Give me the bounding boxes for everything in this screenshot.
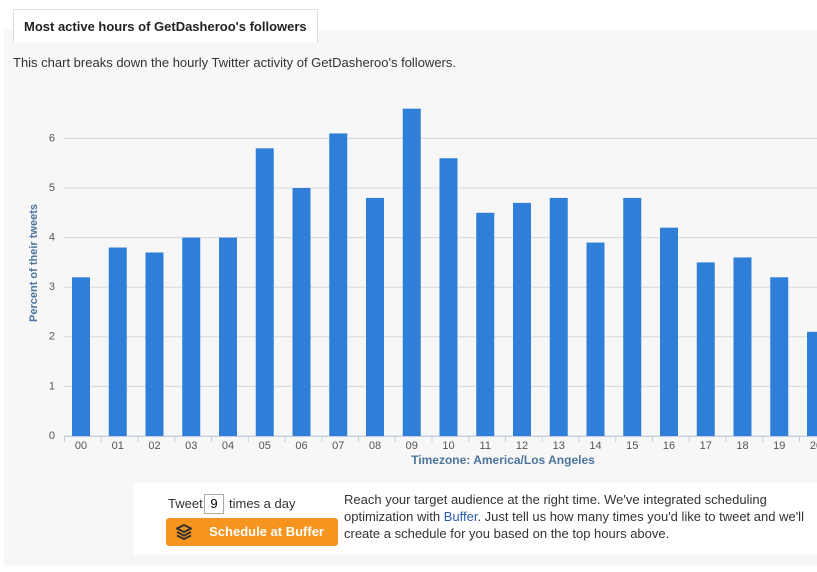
bar xyxy=(292,188,311,436)
y-axis-label: Percent of their tweets xyxy=(28,204,40,322)
x-tick-label: 17 xyxy=(700,440,712,452)
x-tick-label: 19 xyxy=(773,440,785,452)
bar xyxy=(696,262,715,436)
bar xyxy=(623,197,642,436)
x-tick-label: 03 xyxy=(185,440,197,452)
bar xyxy=(145,252,164,436)
y-tick-label: 0 xyxy=(49,430,55,442)
bar xyxy=(770,277,789,436)
x-tick-label: 11 xyxy=(480,440,491,452)
x-tick-label: 09 xyxy=(406,440,418,452)
times-label: times a day xyxy=(229,496,296,511)
text: Reach your target audience at the right … xyxy=(344,492,767,524)
y-tick-label: 6 xyxy=(49,132,55,144)
bar xyxy=(255,148,274,436)
y-tick-label: 3 xyxy=(49,281,55,293)
bar xyxy=(549,197,568,436)
bar xyxy=(476,212,495,436)
x-tick-label: 02 xyxy=(148,440,160,452)
text: . Just tell us how many times you'd like… xyxy=(344,509,804,541)
y-tick-label: 4 xyxy=(49,232,55,244)
bar xyxy=(72,277,90,436)
x-tick-label: 08 xyxy=(369,440,381,452)
bar xyxy=(660,227,678,436)
y-tick-label: 5 xyxy=(49,182,55,194)
bar xyxy=(513,202,531,436)
x-tick-label: 13 xyxy=(553,440,565,452)
tweet-label: Tweet xyxy=(168,496,203,511)
x-tick-label: 12 xyxy=(516,440,528,452)
x-tick-label: 14 xyxy=(589,440,601,452)
bar xyxy=(182,237,201,436)
x-tick-label: 07 xyxy=(332,440,344,452)
x-tick-label: 18 xyxy=(736,440,748,452)
bar xyxy=(366,197,384,436)
x-tick-label: 01 xyxy=(112,440,124,452)
x-tick-label: 00 xyxy=(75,440,87,452)
bar xyxy=(733,257,752,436)
bar xyxy=(219,237,237,436)
x-tick-label: 20 xyxy=(810,440,817,452)
x-tick-label: 06 xyxy=(295,440,307,452)
bar xyxy=(439,158,458,437)
bar xyxy=(108,247,127,436)
tab-title[interactable]: Most active hours of GetDasheroo's follo… xyxy=(13,9,318,43)
description: This chart breaks down the hourly Twitte… xyxy=(13,55,456,70)
tweets-input[interactable]: 9 xyxy=(204,494,224,514)
buffer-link[interactable]: Buffer xyxy=(443,509,478,524)
bar xyxy=(807,331,817,436)
button-label: Schedule at Buffer xyxy=(209,524,324,539)
bar xyxy=(402,108,421,436)
x-tick-label: 15 xyxy=(626,440,638,452)
x-tick-label: 05 xyxy=(259,440,271,452)
buffer-text: Reach your target audience at the right … xyxy=(344,491,814,542)
y-tick-label: 1 xyxy=(49,380,55,392)
y-tick-label: 2 xyxy=(49,331,55,343)
buffer-icon xyxy=(176,524,192,540)
bar xyxy=(329,133,348,436)
x-axis-label: Timezone: America/Los Angeles xyxy=(411,453,595,467)
x-tick-label: 04 xyxy=(222,440,234,452)
schedule-button[interactable]: Schedule at Buffer xyxy=(166,518,338,546)
bar xyxy=(586,242,605,436)
x-tick-label: 16 xyxy=(663,440,675,452)
buffer-box: Tweet 9 times a day Schedule at Buffer R… xyxy=(134,483,817,555)
x-tick-label: 10 xyxy=(442,440,454,452)
